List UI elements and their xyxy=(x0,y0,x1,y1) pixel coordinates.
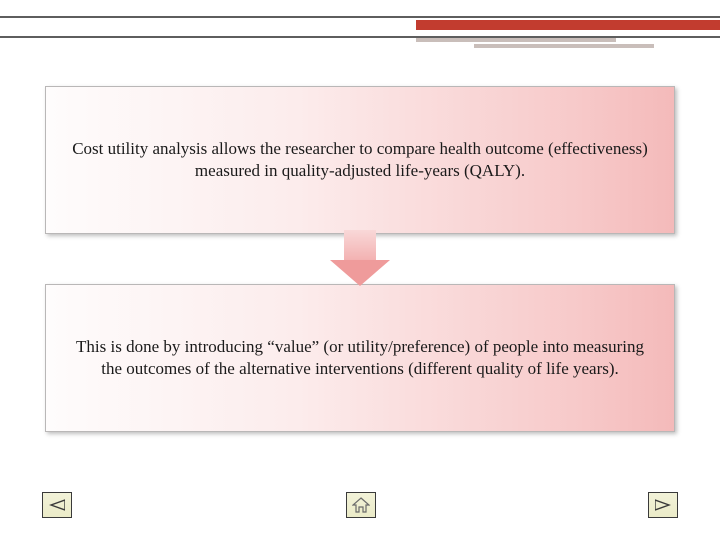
home-button[interactable] xyxy=(346,492,376,518)
next-button[interactable] xyxy=(648,492,678,518)
prev-button[interactable] xyxy=(42,492,72,518)
arrow-head-icon xyxy=(330,260,390,286)
info-box-1: Cost utility analysis allows the researc… xyxy=(45,86,675,234)
header-accent-grey xyxy=(474,44,654,48)
header-line xyxy=(0,16,720,18)
arrow-right-icon xyxy=(655,498,671,512)
down-arrow xyxy=(330,230,390,288)
arrow-left-icon xyxy=(49,498,65,512)
nav-bar xyxy=(0,492,720,522)
home-icon xyxy=(352,497,370,513)
arrow-shaft xyxy=(344,230,376,260)
info-box-2-text: This is done by introducing “value” (or … xyxy=(66,336,654,380)
info-box-1-text: Cost utility analysis allows the researc… xyxy=(66,138,654,182)
header-decor xyxy=(0,0,720,46)
info-box-2: This is done by introducing “value” (or … xyxy=(45,284,675,432)
header-accent-red xyxy=(416,20,720,30)
header-accent-grey xyxy=(416,38,616,42)
slide-content: Cost utility analysis allows the researc… xyxy=(0,46,720,432)
